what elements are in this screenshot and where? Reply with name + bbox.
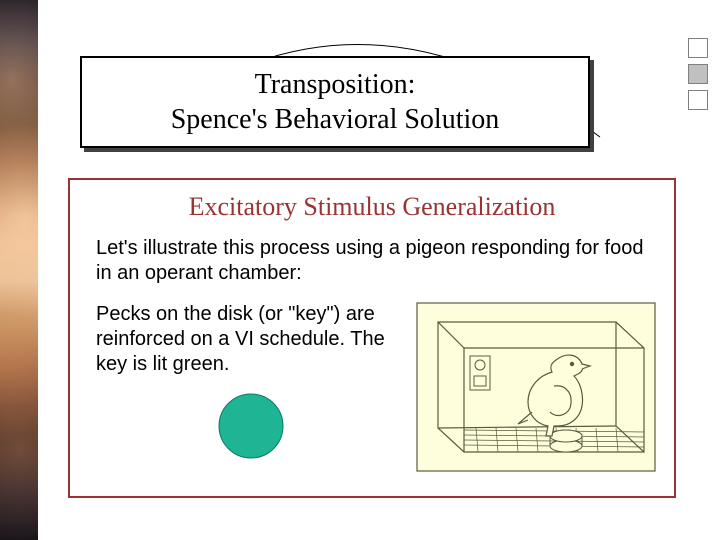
- decorative-nebula-strip: [0, 0, 38, 540]
- content-subtitle: Excitatory Stimulus Generalization: [70, 192, 674, 222]
- content-row: Pecks on the disk (or "key") are reinfor…: [70, 302, 674, 472]
- title-line-2: Spence's Behavioral Solution: [171, 104, 500, 135]
- left-column: Pecks on the disk (or "key") are reinfor…: [96, 302, 406, 461]
- corner-square-2: [688, 90, 708, 110]
- corner-square-0: [688, 38, 708, 58]
- slide-title: Transposition: Spence's Behavioral Solut…: [171, 67, 500, 137]
- green-key-disk: [96, 391, 406, 461]
- body-text: Pecks on the disk (or "key") are reinfor…: [96, 302, 406, 377]
- title-box: Transposition: Spence's Behavioral Solut…: [80, 56, 590, 148]
- corner-square-1: [688, 64, 708, 84]
- intro-text: Let's illustrate this process using a pi…: [96, 236, 648, 286]
- title-line-1: Transposition:: [255, 69, 416, 100]
- content-box: Excitatory Stimulus Generalization Let's…: [68, 178, 676, 498]
- corner-bullet-squares: [688, 38, 708, 110]
- pigeon-chamber-illustration: [416, 302, 656, 472]
